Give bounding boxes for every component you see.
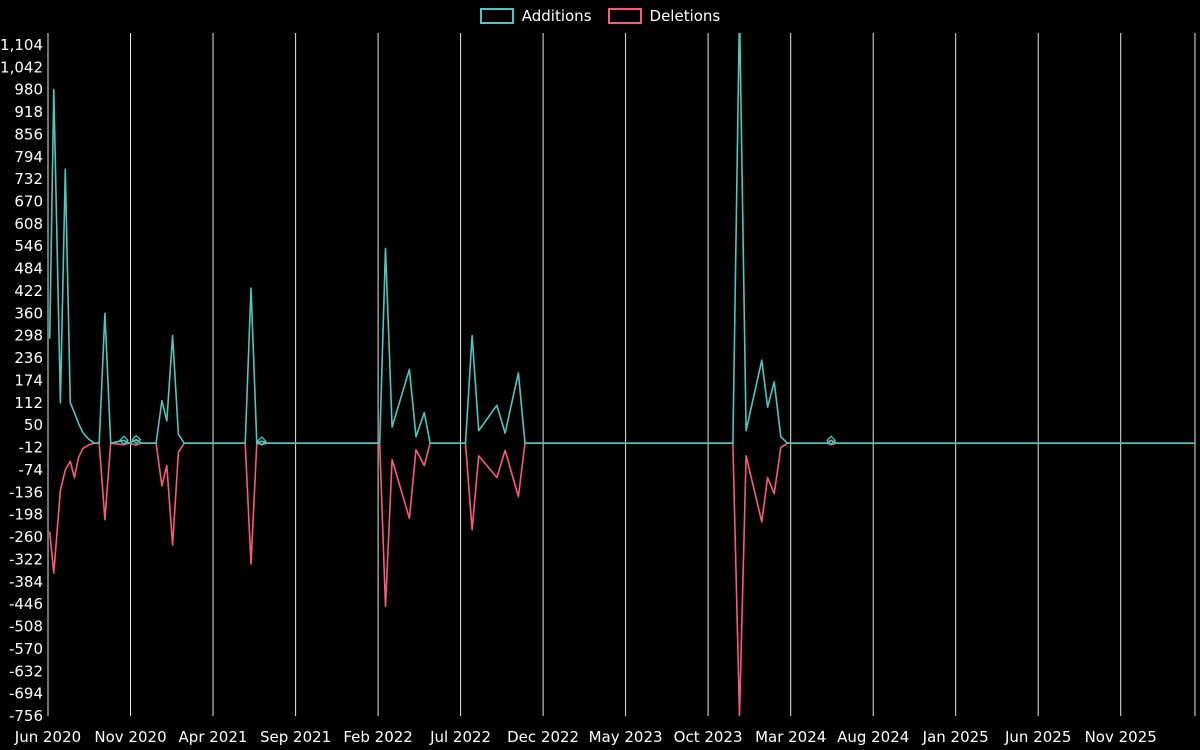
legend-item-additions[interactable]: Additions xyxy=(479,7,592,25)
svg-text:Jun 2025: Jun 2025 xyxy=(1004,728,1071,746)
svg-text:856: 856 xyxy=(14,125,43,143)
svg-text:918: 918 xyxy=(14,103,43,121)
svg-text:Oct 2023: Oct 2023 xyxy=(674,728,743,746)
svg-text:-384: -384 xyxy=(9,573,43,591)
svg-text:Nov 2020: Nov 2020 xyxy=(94,728,166,746)
svg-text:174: 174 xyxy=(14,372,43,390)
deletions-color-swatch xyxy=(607,8,642,24)
svg-text:Mar 2024: Mar 2024 xyxy=(755,728,826,746)
deletions-legend-label: Deletions xyxy=(649,7,721,25)
svg-text:-446: -446 xyxy=(9,595,43,613)
svg-text:360: 360 xyxy=(14,304,43,322)
svg-text:-12: -12 xyxy=(19,439,44,457)
svg-text:Jul 2022: Jul 2022 xyxy=(429,728,491,746)
svg-text:980: 980 xyxy=(14,81,43,99)
svg-text:546: 546 xyxy=(14,237,43,255)
svg-text:Sep 2021: Sep 2021 xyxy=(260,728,331,746)
chart-legend: Additions Deletions xyxy=(0,7,1200,25)
svg-text:May 2023: May 2023 xyxy=(589,728,663,746)
svg-text:-260: -260 xyxy=(9,528,43,546)
svg-text:-570: -570 xyxy=(9,640,43,658)
svg-text:-322: -322 xyxy=(9,550,43,568)
svg-text:-74: -74 xyxy=(19,461,44,479)
svg-text:-694: -694 xyxy=(9,685,43,703)
svg-text:670: 670 xyxy=(14,193,43,211)
svg-text:Apr 2021: Apr 2021 xyxy=(179,728,248,746)
additions-legend-label: Additions xyxy=(521,7,592,25)
x-axis-tick-labels: Jun 2020 Nov 2020 Apr 2021 Sep 2021 Feb 2022… xyxy=(14,728,1157,746)
svg-text:-756: -756 xyxy=(9,707,43,725)
svg-text:112: 112 xyxy=(14,394,43,412)
svg-text:422: 422 xyxy=(14,282,43,300)
svg-text:Dec 2022: Dec 2022 xyxy=(507,728,579,746)
series-lines xyxy=(48,33,1195,716)
point-markers xyxy=(118,434,837,446)
svg-text:-136: -136 xyxy=(9,483,43,501)
legend-item-deletions[interactable]: Deletions xyxy=(607,7,721,25)
svg-text:-508: -508 xyxy=(9,618,43,636)
additions-color-swatch xyxy=(479,8,514,24)
svg-text:Aug 2024: Aug 2024 xyxy=(837,728,909,746)
svg-text:-198: -198 xyxy=(9,506,43,524)
svg-text:1,104: 1,104 xyxy=(0,36,43,54)
svg-text:Jun 2020: Jun 2020 xyxy=(14,728,81,746)
svg-text:50: 50 xyxy=(24,416,43,434)
svg-text:298: 298 xyxy=(14,327,43,345)
gridlines xyxy=(47,33,1196,716)
svg-text:Jan 2025: Jan 2025 xyxy=(922,728,989,746)
svg-text:484: 484 xyxy=(14,260,43,278)
svg-text:794: 794 xyxy=(14,148,43,166)
svg-text:236: 236 xyxy=(14,349,43,367)
y-axis-tick-labels: 1,104 1,042 980 918 856 794 732 670 608 546 484 422… xyxy=(0,36,43,725)
svg-text:Feb 2022: Feb 2022 xyxy=(343,728,413,746)
svg-text:608: 608 xyxy=(14,215,43,233)
svg-text:Nov 2025: Nov 2025 xyxy=(1085,728,1157,746)
svg-text:1,042: 1,042 xyxy=(0,58,43,76)
svg-text:732: 732 xyxy=(14,170,43,188)
svg-text:-632: -632 xyxy=(9,662,43,680)
